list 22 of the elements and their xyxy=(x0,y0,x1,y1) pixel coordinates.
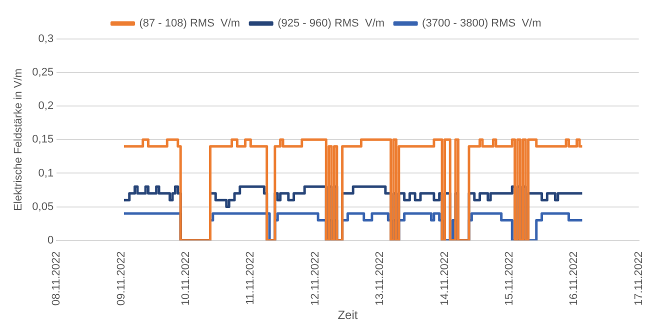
y-tick-label: 0,3 xyxy=(38,33,54,46)
y-tick-label: 0,2 xyxy=(38,100,54,112)
legend-label: (3700 - 3800) RMS V/m xyxy=(422,18,542,30)
y-tick-label: 0,05 xyxy=(32,200,54,213)
legend-label: (925 - 960) RMS V/m xyxy=(278,18,385,30)
y-axis-title: Elektrische Feldstärke in V/m xyxy=(12,68,25,211)
x-tick-label: 14.11.2022 xyxy=(438,251,451,306)
y-tick-label: 0,15 xyxy=(32,134,54,146)
x-tick-label: 08.11.2022 xyxy=(50,251,63,306)
x-tick-label: 16.11.2022 xyxy=(568,251,580,306)
x-tick-label: 11.11.2022 xyxy=(244,251,257,305)
x-tick-label: 10.11.2022 xyxy=(180,251,192,306)
y-tick-label: 0,1 xyxy=(38,167,54,180)
legend-label: (87 - 108) RMS V/m xyxy=(139,18,240,30)
x-tick-label: 12.11.2022 xyxy=(309,251,322,306)
y-tick-label: 0,25 xyxy=(32,66,54,79)
y-tick-label: 0 xyxy=(47,234,54,246)
x-tick-label: 13.11.2022 xyxy=(374,251,386,306)
x-tick-label: 09.11.2022 xyxy=(115,251,128,306)
x-tick-label: 15.11.2022 xyxy=(503,251,516,306)
x-tick-label: 17.11.2022 xyxy=(632,251,645,306)
x-axis-title: Zeit xyxy=(338,308,358,322)
